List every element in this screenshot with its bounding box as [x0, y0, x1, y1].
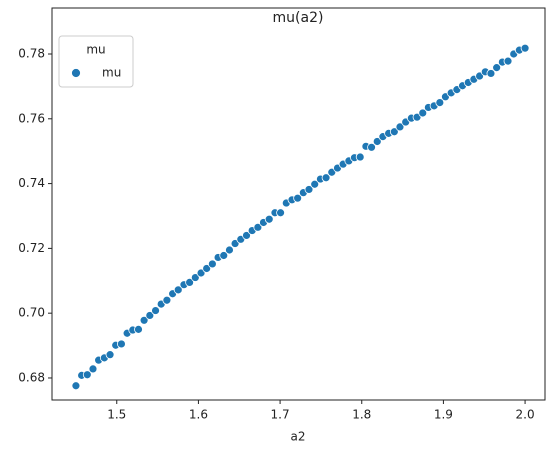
y-tick-label: 0.78: [18, 47, 45, 61]
point: [196, 268, 206, 278]
legend-label: mu: [102, 66, 121, 80]
point: [134, 324, 143, 334]
point: [151, 306, 160, 315]
chart-title: mu(a2): [273, 10, 324, 26]
point: [162, 295, 172, 305]
point: [293, 193, 303, 203]
x-tick-label: 1.8: [352, 408, 371, 422]
point: [253, 222, 263, 232]
point: [520, 43, 530, 53]
legend-marker: [71, 68, 81, 78]
y-tick-label: 0.76: [18, 111, 45, 125]
point: [418, 108, 428, 118]
point: [242, 231, 251, 240]
x-tick-label: 1.6: [189, 408, 208, 422]
point: [202, 264, 212, 273]
point: [264, 214, 274, 224]
point: [503, 56, 513, 66]
point: [435, 98, 445, 107]
y-tick-label: 0.70: [18, 306, 45, 320]
point: [219, 251, 229, 260]
point: [310, 179, 320, 189]
y-tick-label: 0.72: [18, 241, 45, 255]
x-tick-label: 2.0: [516, 408, 535, 422]
point: [367, 142, 376, 152]
point: [276, 208, 285, 218]
y-tick-label: 0.74: [18, 176, 45, 190]
point: [355, 152, 365, 162]
x-axis-label: a2: [291, 430, 306, 444]
point: [492, 63, 502, 73]
point: [145, 311, 155, 320]
point: [190, 273, 200, 282]
point: [395, 122, 405, 132]
point: [207, 259, 217, 269]
point: [117, 339, 126, 349]
x-tick-label: 1.9: [434, 408, 453, 422]
point: [372, 137, 382, 146]
point: [139, 315, 149, 325]
point: [88, 364, 98, 374]
point: [185, 277, 195, 287]
point: [389, 127, 399, 137]
point: [105, 350, 115, 360]
point: [486, 69, 496, 78]
point: [321, 173, 331, 183]
y-tick-label: 0.68: [18, 370, 45, 384]
x-tick-label: 1.5: [107, 408, 126, 422]
point: [304, 185, 314, 194]
x-tick-label: 1.7: [271, 408, 290, 422]
plot-frame: [51, 7, 546, 401]
legend-title: mu: [86, 43, 105, 57]
point: [71, 381, 81, 391]
point: [173, 285, 183, 295]
point: [225, 245, 234, 255]
point: [82, 370, 92, 380]
